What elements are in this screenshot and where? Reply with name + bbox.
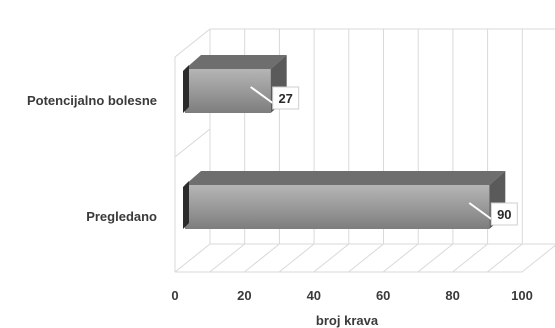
floor-grid-line [452, 243, 488, 273]
floor-grid-line [382, 243, 419, 273]
floor-grid-line [209, 243, 246, 273]
x-axis-title: broj krava [316, 313, 379, 328]
bar-left-edge [183, 65, 189, 113]
data-label: 27 [250, 86, 300, 110]
floor-grid-line [244, 243, 280, 273]
floor-grid-line [278, 243, 315, 273]
bar-top-face [185, 171, 506, 185]
data-label-text: 27 [278, 91, 292, 106]
x-tick-label: 40 [307, 288, 321, 303]
grid-line [174, 28, 211, 58]
x-tick-label: 100 [511, 288, 533, 303]
data-label-box [272, 86, 300, 110]
data-label-leader [250, 86, 274, 104]
floor-grid-line [174, 243, 211, 273]
grid-line [174, 128, 211, 158]
floor-grid-line [417, 243, 454, 273]
data-label-leader [468, 202, 492, 220]
x-tick-label: 60 [376, 288, 390, 303]
x-tick-label: 20 [237, 288, 251, 303]
data-label: 90 [468, 202, 518, 226]
category-label: Potencijalno bolesne [27, 93, 157, 108]
bar [183, 55, 287, 113]
chart-floor [174, 243, 555, 273]
floor-grid-line [313, 243, 350, 273]
x-tick-labels: 0 20 40 60 80 100 [171, 288, 532, 303]
data-label-box [490, 202, 518, 226]
data-label-text: 90 [497, 207, 511, 222]
x-tick-label: 0 [171, 288, 178, 303]
floor-grid-line [486, 243, 523, 273]
bar [183, 171, 506, 229]
category-label: Pregledano [86, 209, 157, 224]
floor-grid-line [348, 243, 384, 273]
bar-left-edge [183, 181, 189, 229]
bar-front-face [185, 185, 490, 229]
x-tick-label: 80 [445, 288, 459, 303]
floor-grid-line [521, 244, 555, 273]
bar-top-face [185, 55, 287, 69]
bars-group: 27 90 [183, 55, 518, 229]
category-labels: Potencijalno bolesne Pregledano [27, 93, 157, 224]
